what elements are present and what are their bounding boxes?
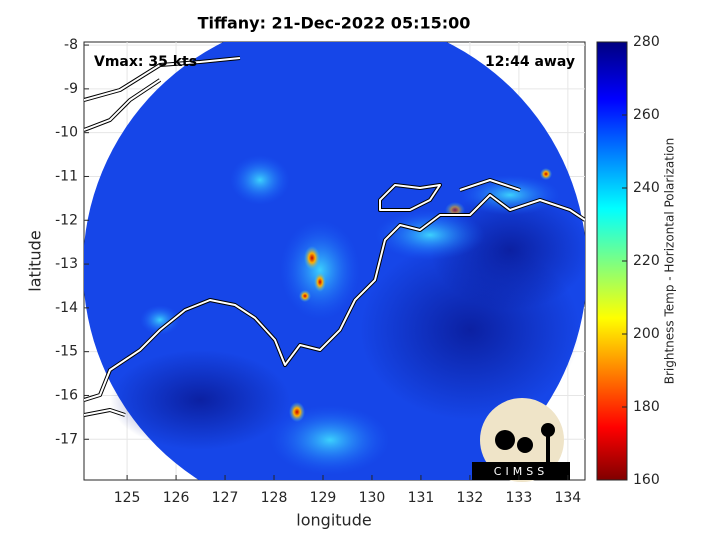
colorbar-label: Brightness Temp - Horizontal Polarizatio… bbox=[663, 138, 677, 385]
title: Tiffany: 21-Dec-2022 05:15:00 bbox=[198, 14, 471, 33]
colorbar-tick-label: 180 bbox=[633, 399, 660, 415]
y-tick-label: -13 bbox=[55, 256, 78, 272]
x-tick-label: 128 bbox=[261, 490, 288, 506]
logo: CIMSS bbox=[472, 398, 570, 482]
logo-text: CIMSS bbox=[494, 465, 548, 478]
time-away-annotation: 12:44 away bbox=[485, 54, 575, 70]
x-axis-label: longitude bbox=[296, 511, 371, 530]
x-tick-label: 132 bbox=[457, 490, 484, 506]
x-tick-label: 131 bbox=[408, 490, 435, 506]
colorbar-tick-label: 260 bbox=[633, 107, 660, 123]
y-tick-label: -9 bbox=[64, 81, 78, 97]
x-tick-label: 125 bbox=[114, 490, 141, 506]
x-tick-label: 133 bbox=[506, 490, 533, 506]
y-axis-label: latitude bbox=[26, 230, 45, 291]
colorbar-tick-label: 200 bbox=[633, 326, 660, 342]
x-tick-label: 134 bbox=[554, 490, 581, 506]
x-tick-label: 127 bbox=[212, 490, 239, 506]
colorbar-tick-label: 240 bbox=[633, 180, 660, 196]
y-tick-label: -15 bbox=[55, 344, 78, 360]
colorbar-tick-label: 160 bbox=[633, 472, 660, 488]
colorbar-tick-label: 280 bbox=[633, 34, 660, 50]
x-tick-label: 126 bbox=[163, 490, 190, 506]
y-tick-label: -11 bbox=[55, 168, 78, 184]
x-tick-label: 130 bbox=[359, 490, 386, 506]
y-tick-label: -17 bbox=[55, 431, 78, 447]
x-tick-label: 129 bbox=[310, 490, 337, 506]
satellite-image bbox=[84, 42, 585, 480]
colorbar-tick-label: 220 bbox=[633, 253, 660, 269]
y-tick-label: -8 bbox=[64, 37, 78, 53]
y-tick-label: -16 bbox=[55, 387, 78, 403]
vmax-annotation: Vmax: 35 kts bbox=[94, 54, 197, 70]
y-tick-label: -10 bbox=[55, 125, 78, 141]
y-tick-label: -14 bbox=[55, 300, 78, 316]
y-tick-label: -12 bbox=[55, 212, 78, 228]
